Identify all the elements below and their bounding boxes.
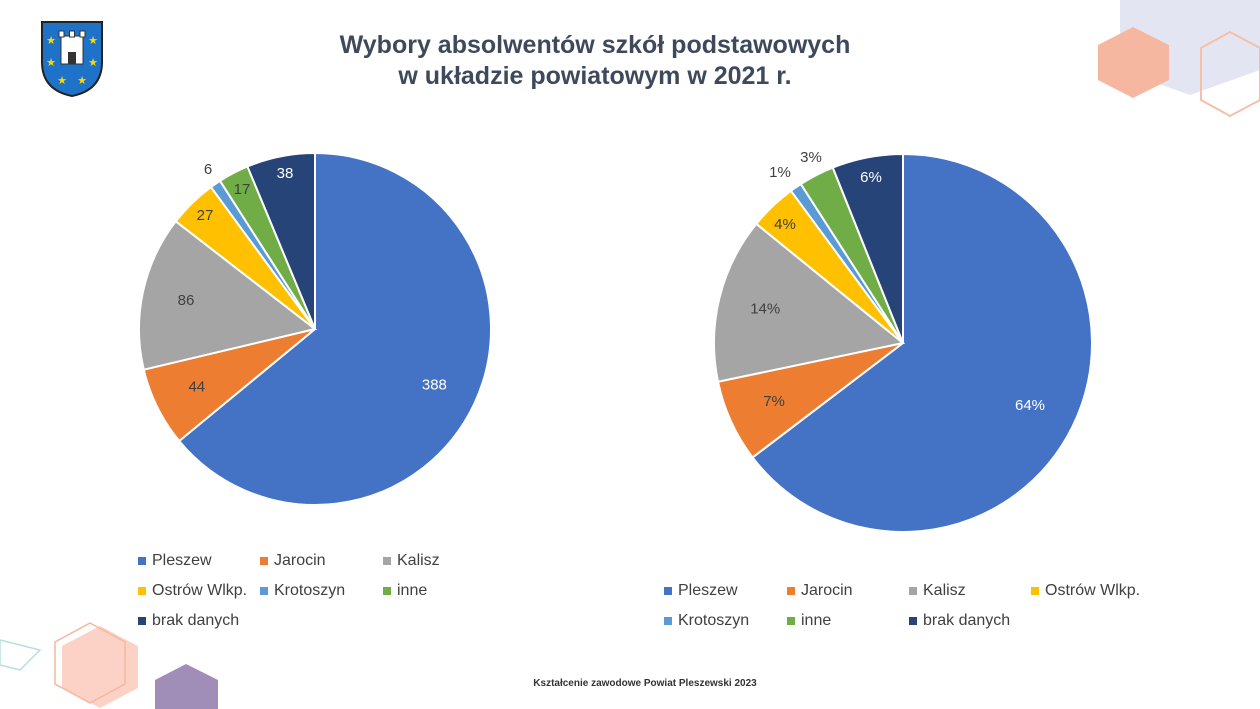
pie-slice-kalisz [138, 219, 318, 371]
legend-swatch [787, 617, 795, 625]
data-label-kalisz: 14% [750, 301, 780, 318]
legend-item-brak-danych: brak danych [138, 612, 239, 630]
svg-text:★: ★ [46, 35, 56, 47]
data-label-inne: 17 [234, 181, 251, 198]
deco-hexagon [54, 622, 126, 704]
data-label-krotoszyn: 1% [769, 164, 791, 181]
footer-text: Kształcenie zawodowe Powiat Pleszewski 2… [533, 678, 757, 689]
svg-text:★: ★ [88, 57, 98, 69]
pie-slice-pleszew [751, 152, 1093, 533]
title-line-1: Wybory absolwentów szkół podstawowych [339, 31, 851, 59]
legend-label: Kalisz [397, 552, 440, 569]
legend-label: brak danych [152, 612, 240, 629]
legend-label: Ostrów Wlkp. [1045, 582, 1141, 599]
svg-text:★: ★ [57, 75, 67, 87]
svg-text:★: ★ [46, 57, 56, 69]
legend-label: Jarocin [274, 552, 326, 569]
legend-swatch [383, 587, 391, 595]
data-label-pleszew: 64% [1015, 397, 1045, 414]
legend-item-krotoszyn: Krotoszyn [664, 612, 749, 630]
pie-slice-brak-danych [831, 152, 904, 344]
legend-item-jarocin: Jarocin [260, 552, 326, 570]
legend-item-ostr-w-wlkp: Ostrów Wlkp. [1031, 582, 1140, 600]
deco-hexagon [155, 664, 218, 709]
pie-slice-brak-danych [246, 151, 316, 330]
legend-swatch [1031, 587, 1039, 595]
deco-hexagon [1098, 27, 1169, 98]
legend-swatch [383, 557, 391, 565]
data-label-jarocin: 7% [763, 393, 785, 410]
data-label-jarocin: 44 [188, 379, 205, 396]
legend-label: inne [801, 612, 832, 629]
page-title: Wybory absolwentów szkół podstawowych w … [245, 30, 945, 92]
legend-item-krotoszyn: Krotoszyn [260, 582, 345, 600]
data-label-krotoszyn: 6 [204, 161, 212, 178]
data-label-brak-danych: 38 [277, 165, 294, 182]
legend-item-ostr-w-wlkp: Ostrów Wlkp. [138, 582, 247, 600]
title-line-2: w układzie powiatowym w 2021 r. [398, 62, 792, 90]
legend-label: Krotoszyn [678, 612, 750, 629]
legend-swatch [138, 617, 146, 625]
data-label-brak-danych: 6% [860, 169, 882, 186]
deco-hexagon [1200, 30, 1260, 118]
legend-swatch [138, 587, 146, 595]
legend-item-pleszew: Pleszew [138, 552, 212, 570]
legend-label: Krotoszyn [274, 582, 346, 599]
legend-item-kalisz: Kalisz [909, 582, 966, 600]
legend-label: Jarocin [801, 582, 853, 599]
deco-hexagon [0, 639, 42, 671]
legend-swatch [260, 587, 268, 595]
legend-label: Ostrów Wlkp. [152, 582, 248, 599]
legend-label: Pleszew [152, 552, 212, 569]
data-label-kalisz: 86 [178, 292, 195, 309]
data-label-ostr-w-wlkp: 27 [197, 207, 214, 224]
legend-item-inne: inne [383, 582, 427, 600]
legend-item-jarocin: Jarocin [787, 582, 853, 600]
legend-swatch [787, 587, 795, 595]
legend-label: brak danych [923, 612, 1011, 629]
legend-item-inne: inne [787, 612, 831, 630]
legend-item-brak-danych: brak danych [909, 612, 1010, 630]
legend-swatch [138, 557, 146, 565]
svg-text:★: ★ [88, 35, 98, 47]
legend-swatch [909, 587, 917, 595]
pie-slice-kalisz [713, 222, 906, 383]
legend-item-pleszew: Pleszew [664, 582, 738, 600]
svg-text:★: ★ [77, 75, 87, 87]
data-label-pleszew: 388 [422, 376, 447, 393]
legend-swatch [664, 587, 672, 595]
legend-item-kalisz: Kalisz [383, 552, 440, 570]
legend-swatch [909, 617, 917, 625]
legend-label: inne [397, 582, 428, 599]
legend-label: Pleszew [678, 582, 738, 599]
legend-label: Kalisz [923, 582, 966, 599]
data-label-ostr-w-wlkp: 4% [774, 216, 796, 233]
data-label-inne: 3% [800, 149, 822, 166]
coat-of-arms-icon: ★ ★ ★ ★ ★ ★ [41, 21, 103, 98]
legend-swatch [260, 557, 268, 565]
legend-swatch [664, 617, 672, 625]
pie-slice-pleszew [177, 151, 492, 506]
